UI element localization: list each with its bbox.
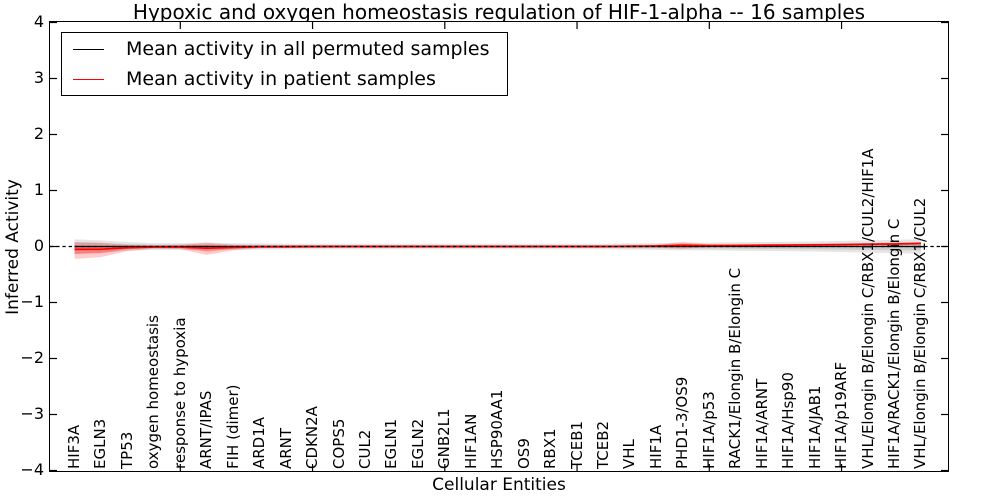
x-category-label: EGLN2	[408, 418, 427, 469]
x-category-label: ARNT/IPAS	[197, 390, 216, 469]
y-tick-label: 2	[33, 123, 44, 143]
x-category-label: HIF1A/p19ARF	[832, 361, 851, 469]
x-category-label: RACK1/Elongin B/Elongin C	[726, 267, 745, 469]
y-tick-label: 1	[33, 179, 44, 199]
x-category-label: CDKN2A	[303, 406, 322, 469]
legend-item-patient: Mean activity in patient samples	[62, 64, 507, 94]
chart-title: Hypoxic and oxygen homeostasis regulatio…	[132, 0, 866, 24]
x-category-label: TP53	[117, 431, 136, 469]
chart-canvas	[50, 22, 948, 471]
plot-area: HIF3A EGLN3 TP53 oxygen homeostasis response…	[49, 21, 949, 472]
x-axis-label: Cellular Entities	[432, 475, 566, 495]
x-category-label: COPS5	[329, 418, 348, 469]
permuted-line-sample	[73, 48, 104, 50]
y-tick-label: −3	[20, 403, 44, 423]
x-category-label: HSP90AA1	[488, 389, 507, 469]
x-category-label: ARNT	[276, 427, 295, 469]
x-category-label: HIF1A/ARNT	[752, 378, 771, 469]
x-category-label: FIH (dimer)	[223, 384, 242, 470]
x-category-label: EGLN3	[91, 418, 110, 469]
x-category-label: CUL2	[355, 429, 374, 469]
x-category-label: oxygen homeostasis	[144, 315, 163, 469]
legend-item-permuted: Mean activity in all permuted samples	[62, 34, 507, 64]
x-category-label: TCEB2	[594, 420, 612, 469]
y-tick-label: −4	[20, 459, 44, 479]
x-category-label: GNB2L1	[435, 408, 454, 469]
x-category-label: OS9	[514, 438, 533, 469]
x-category-label: PHD1-3/OS9	[673, 376, 692, 469]
x-category-label: HIF1A/RACK1/Elongin B/Elongin C	[884, 218, 903, 469]
x-category-label: VHL/Elongin B/Elongin C/RBX1/CUL2/HIF1A	[858, 148, 877, 469]
legend: Mean activity in all permuted samples Me…	[61, 32, 508, 96]
x-category-label: HIF1A/p53	[699, 391, 718, 469]
y-tick-label: 3	[33, 67, 44, 87]
x-category-label: response to hypoxia	[170, 317, 189, 469]
x-category-label: HIF3A	[65, 424, 83, 469]
x-category-label: HIF1A	[646, 424, 665, 469]
x-category-label: VHL/Elongin B/Elongin C/RBX1/CUL2	[911, 197, 930, 469]
y-tick-label: 0	[33, 235, 44, 255]
x-category-label: HIF1A/JAB1	[805, 385, 824, 469]
x-category-label: RBX1	[541, 428, 560, 469]
legend-label-permuted: Mean activity in all permuted samples	[126, 38, 490, 60]
y-tick-label: 4	[33, 11, 44, 31]
patient-line-sample	[73, 78, 104, 80]
x-category-label: HIF1A/Hsp90	[779, 372, 798, 469]
legend-label-patient: Mean activity in patient samples	[126, 68, 436, 90]
y-tick-label: −2	[20, 347, 44, 367]
x-category-label: TCEB1	[567, 420, 586, 469]
x-category-label: HIF1AN	[461, 413, 480, 469]
x-category-label: ARD1A	[250, 416, 269, 469]
y-tick-label: −1	[20, 291, 44, 311]
x-category-label: EGLN1	[382, 418, 401, 469]
x-category-label: VHL	[620, 439, 639, 469]
